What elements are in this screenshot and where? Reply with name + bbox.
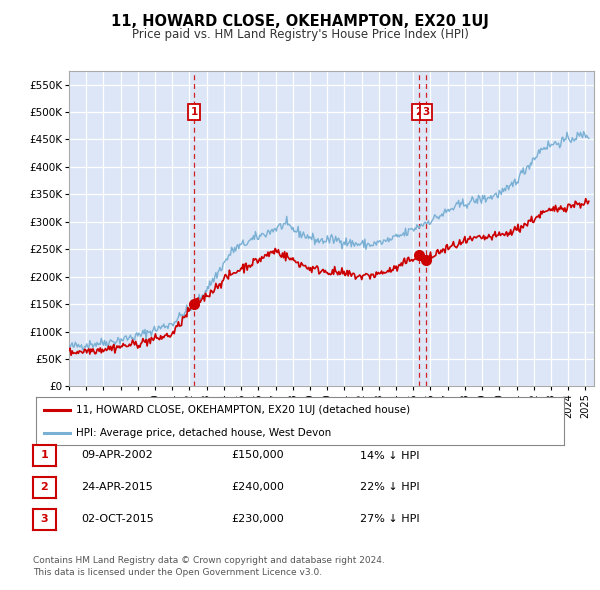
Text: 09-APR-2002: 09-APR-2002	[81, 451, 153, 460]
Text: 11, HOWARD CLOSE, OKEHAMPTON, EX20 1UJ: 11, HOWARD CLOSE, OKEHAMPTON, EX20 1UJ	[111, 14, 489, 29]
Text: Price paid vs. HM Land Registry's House Price Index (HPI): Price paid vs. HM Land Registry's House …	[131, 28, 469, 41]
Text: 1: 1	[41, 451, 48, 460]
Text: £150,000: £150,000	[231, 451, 284, 460]
Text: 2: 2	[41, 483, 48, 492]
Text: 11, HOWARD CLOSE, OKEHAMPTON, EX20 1UJ (detached house): 11, HOWARD CLOSE, OKEHAMPTON, EX20 1UJ (…	[76, 405, 410, 415]
Text: 3: 3	[41, 514, 48, 524]
Text: £240,000: £240,000	[231, 483, 284, 492]
Text: 27% ↓ HPI: 27% ↓ HPI	[360, 514, 419, 524]
Text: Contains HM Land Registry data © Crown copyright and database right 2024.
This d: Contains HM Land Registry data © Crown c…	[33, 556, 385, 577]
Text: 1: 1	[191, 107, 198, 117]
Text: 02-OCT-2015: 02-OCT-2015	[81, 514, 154, 524]
Text: HPI: Average price, detached house, West Devon: HPI: Average price, detached house, West…	[76, 428, 331, 438]
Text: £230,000: £230,000	[231, 514, 284, 524]
Text: 2: 2	[415, 107, 422, 117]
Text: 3: 3	[422, 107, 430, 117]
Text: 14% ↓ HPI: 14% ↓ HPI	[360, 451, 419, 460]
Text: 24-APR-2015: 24-APR-2015	[81, 483, 153, 492]
Text: 22% ↓ HPI: 22% ↓ HPI	[360, 483, 419, 492]
